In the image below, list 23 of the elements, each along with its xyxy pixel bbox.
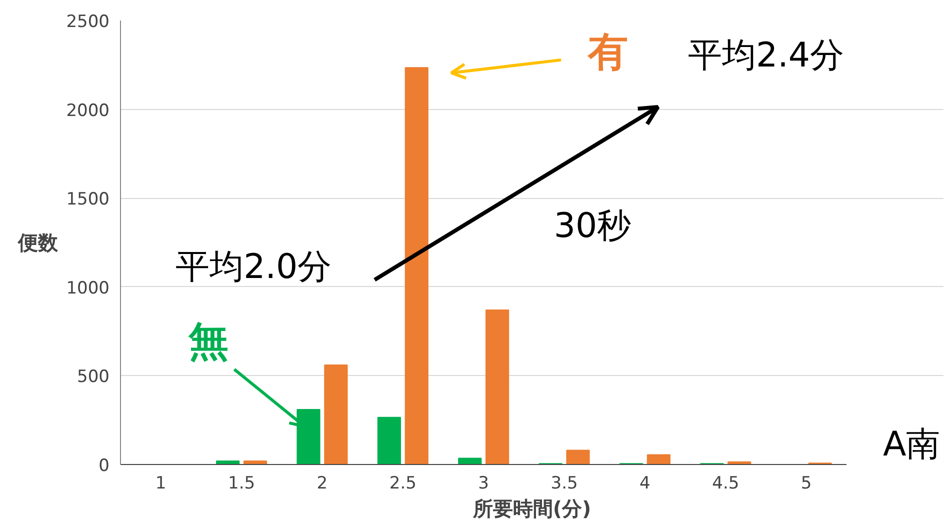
y-tick-label: 2500: [66, 12, 110, 32]
x-tick-label: 4: [640, 474, 650, 494]
x-tick-label: 5: [800, 474, 812, 494]
text: 無: [187, 319, 228, 366]
y-tick-label: 500: [77, 367, 110, 388]
x-tick-label: 1.5: [228, 474, 256, 494]
annotation: 平均2.4分: [688, 36, 844, 76]
text: 有: [586, 30, 628, 76]
y-tick-label: 1000: [66, 278, 110, 298]
y-tick-label: 2000: [66, 100, 110, 121]
x-tick-label: 3.5: [550, 474, 578, 494]
y-axis-title: 便数: [17, 230, 60, 254]
x-tick-label: 1: [155, 474, 166, 494]
annotation: 平均2.0分: [176, 246, 332, 287]
x-axis-title: 所要時間(分): [472, 496, 592, 520]
x-tick-label: 2: [316, 474, 328, 494]
x-tick-label: 4.5: [712, 474, 740, 494]
y-tick-label: 1500: [66, 190, 110, 210]
x-tick-label: 2.5: [389, 474, 416, 494]
y-tick-label: 0: [98, 456, 110, 476]
x-tick-label: 3: [478, 474, 490, 494]
annotation: 30秒: [554, 206, 632, 246]
text: A南: [882, 424, 940, 464]
